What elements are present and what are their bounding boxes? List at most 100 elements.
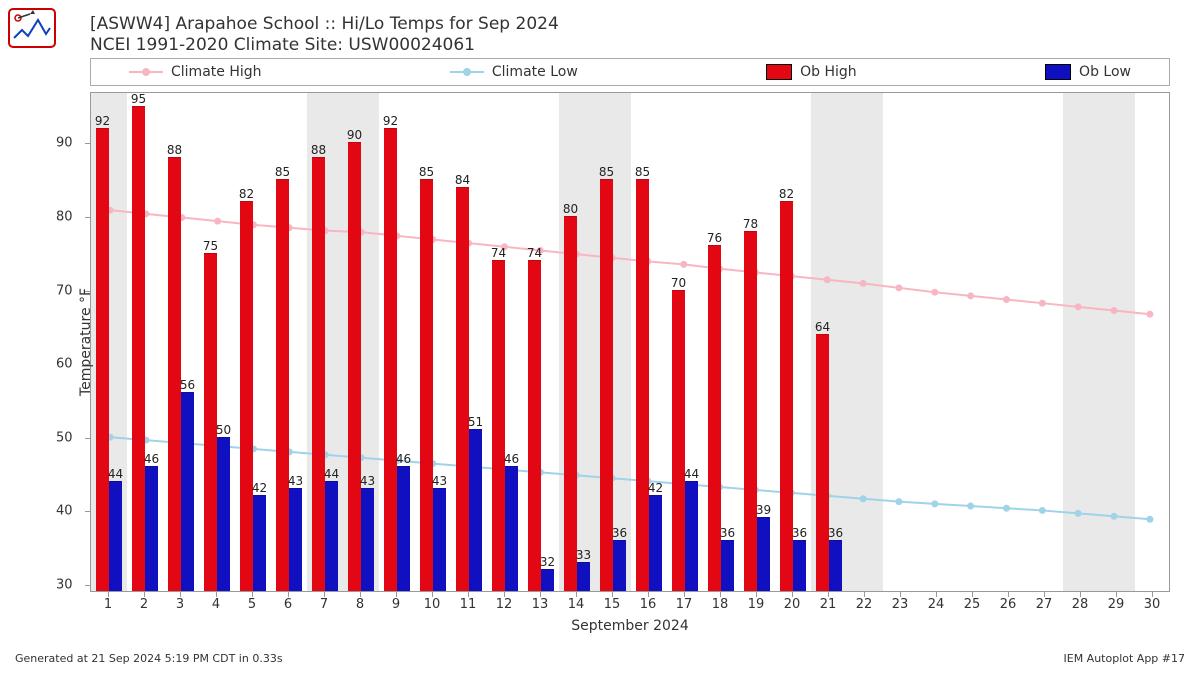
bar-ob-high [168,157,181,591]
legend-climate-high: Climate High [129,64,262,80]
bar-label-low: 44 [108,467,123,481]
x-tick-label: 2 [140,597,148,612]
bar-label-low: 32 [540,555,555,569]
plot-canvas: 9244954688567550824285438844904392468543… [90,92,1170,592]
x-tick-label: 3 [176,597,184,612]
chart-title: [ASWW4] Arapahoe School :: Hi/Lo Temps f… [90,14,559,57]
x-tick-label: 12 [496,597,513,612]
bar-label-low: 33 [576,548,591,562]
bar-ob-low [217,437,230,591]
bar-label-low: 43 [288,474,303,488]
x-tick-label: 17 [676,597,693,612]
bar-ob-low [577,562,590,591]
bar-label-low: 56 [180,378,195,392]
bar-ob-high [132,106,145,591]
x-tick-label: 16 [640,597,657,612]
x-tick-label: 13 [532,597,549,612]
legend-marker-ob-high [766,64,792,80]
bar-ob-low [361,488,374,591]
legend-climate-low: Climate Low [450,64,578,80]
bar-ob-high [636,179,649,591]
y-tick-label: 40 [56,504,73,519]
bar-ob-high [456,187,469,591]
bar-label-low: 42 [648,481,663,495]
bar-label-high: 74 [491,246,506,260]
bar-ob-low [325,481,338,591]
x-tick-label: 20 [784,597,801,612]
bar-label-high: 95 [131,92,146,106]
bar-ob-low [253,495,266,591]
bar-ob-high [672,290,685,591]
bar-ob-low [757,517,770,591]
bar-ob-high [492,260,505,591]
x-tick-label: 26 [1000,597,1017,612]
x-tick-label: 9 [392,597,400,612]
bar-ob-low [649,495,662,591]
x-tick-label: 15 [604,597,621,612]
footer-generated: Generated at 21 Sep 2024 5:19 PM CDT in … [15,652,283,665]
bar-label-high: 90 [347,128,362,142]
bar-ob-low [145,466,158,591]
x-tick-label: 29 [1108,597,1125,612]
bar-label-high: 64 [815,320,830,334]
y-tick-label: 60 [56,357,73,372]
x-tick-label: 25 [964,597,981,612]
bar-ob-low [109,481,122,591]
bar-label-high: 85 [635,165,650,179]
bar-label-low: 44 [684,467,699,481]
bar-label-high: 85 [599,165,614,179]
x-axis-label: September 2024 [90,618,1170,634]
x-tick-label: 27 [1036,597,1053,612]
footer-appid: IEM Autoplot App #17 [1064,652,1186,665]
bar-label-low: 36 [828,526,843,540]
x-tick-label: 7 [320,597,328,612]
x-tick-label: 28 [1072,597,1089,612]
bar-ob-low [721,540,734,591]
legend: Climate High Climate Low Ob High Ob Low [90,58,1170,86]
bar-label-high: 85 [275,165,290,179]
bar-ob-high [744,231,757,591]
bar-label-low: 51 [468,415,483,429]
bar-label-high: 78 [743,217,758,231]
x-tick-label: 4 [212,597,220,612]
bar-label-high: 84 [455,173,470,187]
bar-label-low: 43 [432,474,447,488]
bar-label-low: 39 [756,503,771,517]
bar-ob-low [469,429,482,591]
y-tick-label: 30 [56,577,73,592]
bar-label-high: 74 [527,246,542,260]
y-tick-label: 80 [56,210,73,225]
legend-label: Ob High [800,64,857,80]
bar-label-high: 82 [779,187,794,201]
x-tick-label: 30 [1144,597,1161,612]
x-tick-label: 14 [568,597,585,612]
legend-marker-climate-low [450,71,484,73]
bar-ob-high [276,179,289,591]
bar-label-high: 82 [239,187,254,201]
y-axis-label: Temperature °F [78,288,94,396]
bar-label-high: 92 [383,114,398,128]
x-tick-label: 21 [820,597,837,612]
bar-ob-low [793,540,806,591]
bar-label-low: 36 [792,526,807,540]
bar-ob-low [541,569,554,591]
bar-ob-high [816,334,829,591]
y-tick-label: 50 [56,430,73,445]
x-tick-label: 1 [104,597,112,612]
legend-label: Climate Low [492,64,578,80]
bar-ob-low [289,488,302,591]
bar-label-low: 36 [612,526,627,540]
y-tick-label: 90 [56,136,73,151]
x-tick-label: 10 [424,597,441,612]
legend-label: Ob Low [1079,64,1131,80]
legend-marker-climate-high [129,71,163,73]
x-tick-label: 5 [248,597,256,612]
bar-ob-high [564,216,577,591]
bar-label-high: 70 [671,276,686,290]
bar-ob-high [384,128,397,591]
x-tick-label: 8 [356,597,364,612]
legend-label: Climate High [171,64,262,80]
x-tick-label: 18 [712,597,729,612]
bar-ob-low [685,481,698,591]
bar-label-high: 76 [707,231,722,245]
